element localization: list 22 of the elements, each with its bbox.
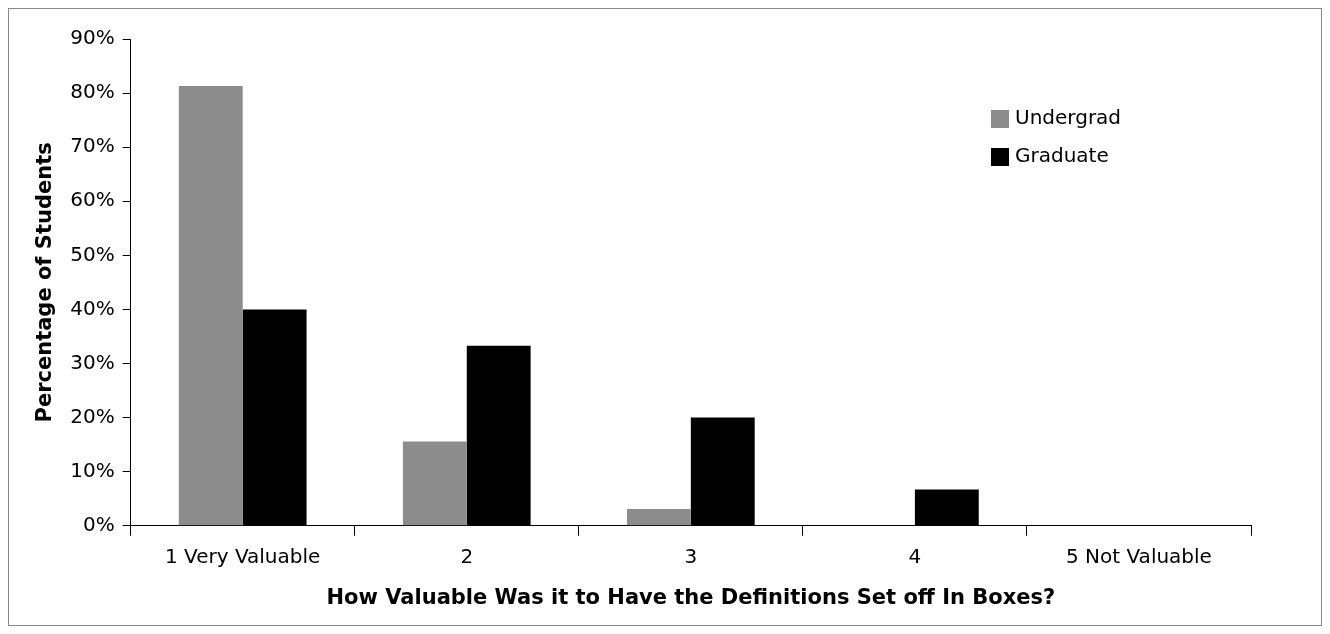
legend-label: Undergrad xyxy=(1015,105,1122,130)
bar xyxy=(178,86,243,526)
y-axis-title: Percentage of Students xyxy=(32,142,57,423)
y-tick-label: 10% xyxy=(70,457,115,482)
bar xyxy=(402,441,467,526)
y-tick-label: 20% xyxy=(70,403,115,428)
x-tick-label: 5 Not Valuable xyxy=(1066,544,1212,568)
y-tick-label: 40% xyxy=(70,295,115,320)
y-tick-label: 80% xyxy=(70,79,115,104)
y-tick-label: 70% xyxy=(70,133,115,158)
bar xyxy=(626,509,691,526)
x-axis-title: How Valuable Was it to Have the Definitions Set off In Boxes? xyxy=(326,584,1056,609)
y-tick-label: 0% xyxy=(82,512,115,536)
x-tick-label: 2 xyxy=(460,544,474,568)
y-tick-label: 50% xyxy=(70,241,115,266)
y-tick-label: 30% xyxy=(70,349,115,374)
y-tick-label: 60% xyxy=(70,187,115,212)
x-tick-label: 1 Very Valuable xyxy=(165,544,321,568)
x-tick-label: 4 xyxy=(908,544,922,568)
y-tick-label: 90% xyxy=(70,25,115,50)
legend-label: Graduate xyxy=(1015,143,1109,168)
x-tick-label: 3 xyxy=(684,544,698,568)
